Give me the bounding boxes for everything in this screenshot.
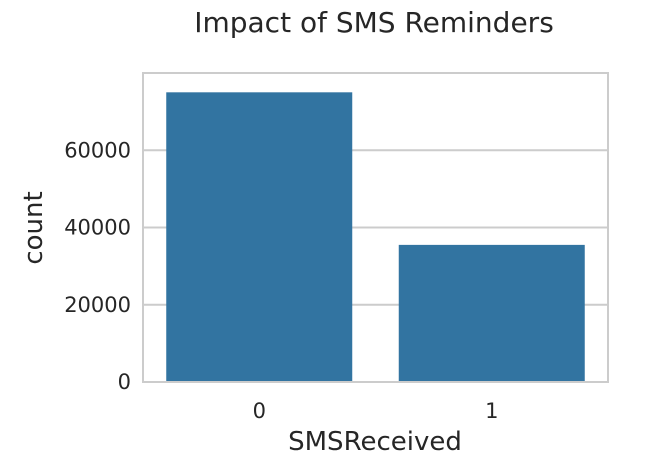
bar-0	[166, 92, 353, 382]
y-tick-label: 20000	[64, 293, 131, 317]
y-tick-labels: 0 20000 40000 60000	[64, 138, 131, 394]
y-tick-label: 60000	[64, 138, 131, 162]
x-tick-label: 0	[253, 399, 266, 423]
x-axis-label: SMSReceived	[288, 427, 462, 457]
chart-title: Impact of SMS Reminders	[194, 6, 554, 39]
y-tick-label: 0	[118, 370, 131, 394]
x-tick-label: 1	[485, 399, 498, 423]
bars	[166, 92, 585, 382]
y-tick-label: 40000	[64, 216, 131, 240]
bar-1	[398, 244, 585, 382]
plot-frame	[142, 72, 609, 383]
y-axis-label: count	[19, 191, 49, 264]
